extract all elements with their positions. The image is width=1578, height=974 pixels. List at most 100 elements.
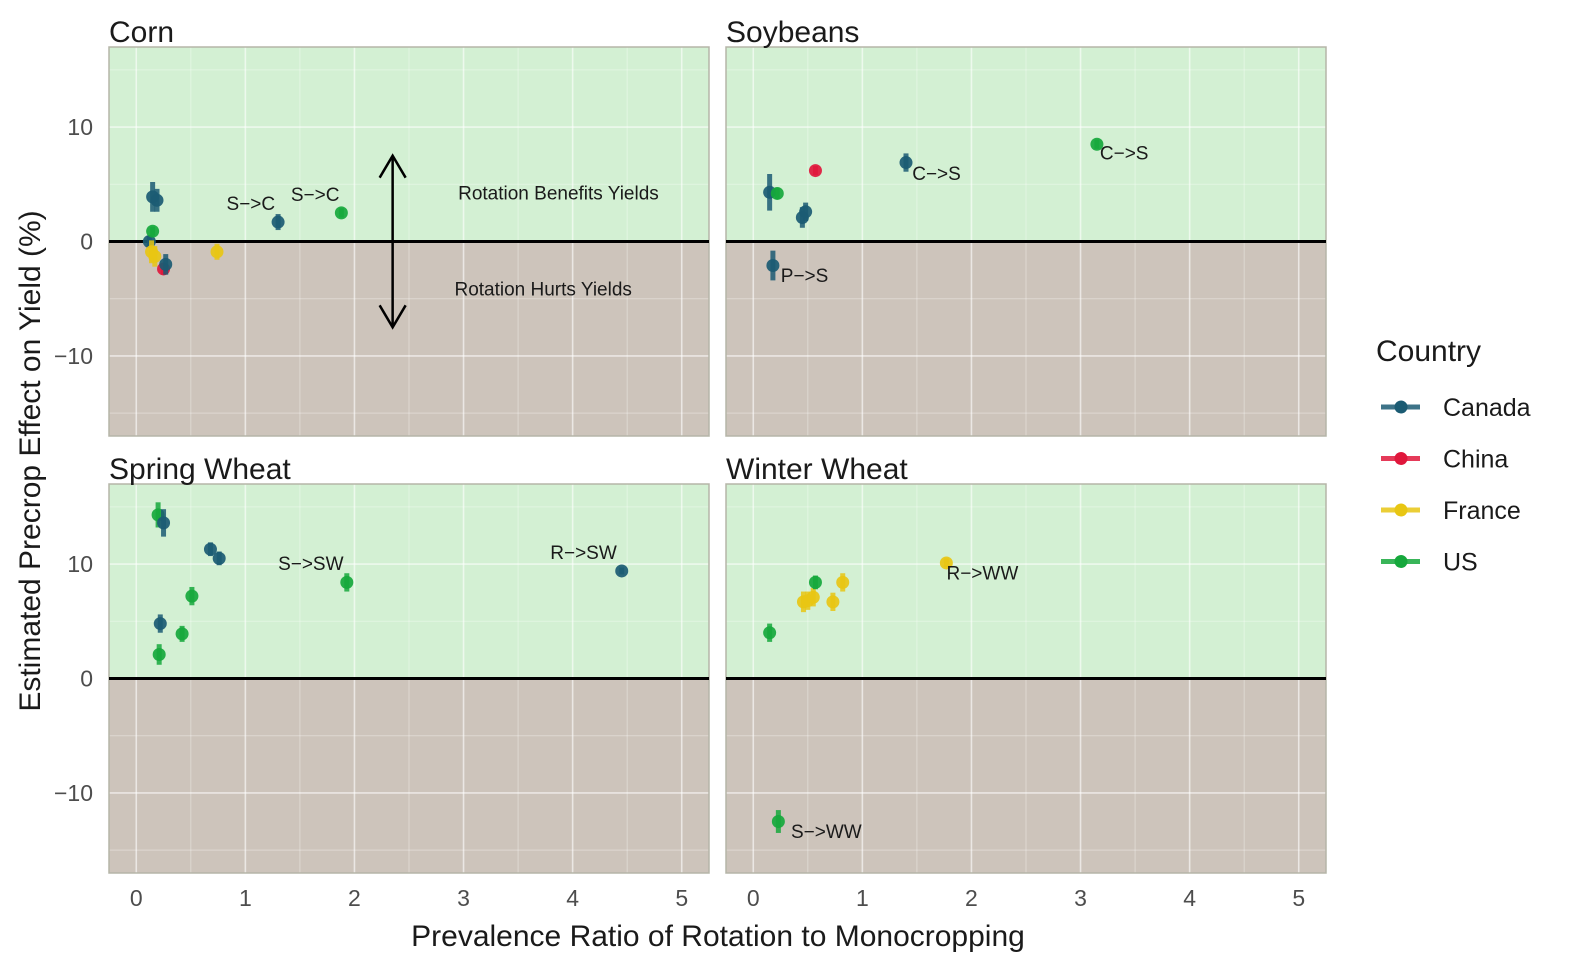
- points-spring-wheat: [151, 502, 629, 665]
- legend-label: Canada: [1443, 394, 1531, 422]
- data-point-canada: [615, 564, 629, 578]
- x-tick-label: 2: [965, 885, 978, 911]
- legend-title: Country: [1376, 335, 1481, 368]
- data-point-france: [836, 573, 850, 592]
- legend-key-dot: [1394, 400, 1408, 414]
- y-tick-label: 0: [80, 229, 93, 255]
- point-marker: [615, 564, 629, 578]
- data-point-us: [1090, 137, 1104, 151]
- x-tick-label: 4: [1183, 885, 1196, 911]
- data-point-us: [146, 224, 160, 238]
- data-point-us: [340, 573, 354, 592]
- point-marker: [175, 627, 189, 641]
- x-tick-label: 3: [1074, 885, 1087, 911]
- point-marker: [271, 215, 285, 229]
- data-point-canada: [766, 250, 780, 281]
- point-marker: [212, 551, 226, 565]
- y-tick-label: 10: [67, 551, 93, 577]
- data-point-france: [210, 243, 224, 260]
- data-point-canada: [150, 188, 164, 212]
- point-marker: [808, 575, 822, 589]
- point-label: S−>C: [227, 194, 276, 215]
- data-point-us: [763, 623, 777, 642]
- panel-soybeans: Soybeans P−>S C−>S C−>S: [725, 16, 1327, 437]
- point-marker: [150, 193, 164, 207]
- region-hurt-corn: [109, 241, 709, 436]
- point-marker: [153, 617, 167, 631]
- data-point-france: [806, 588, 820, 607]
- point-marker: [770, 186, 784, 200]
- panel-corn: Corn −10 0 10 S−>C S−>C Rotation Benefits Yiel…: [54, 16, 710, 437]
- legend-key-dot: [1394, 452, 1408, 465]
- points-soybeans: [763, 137, 1104, 281]
- region-hurt-spring-wheat: [109, 678, 709, 873]
- panel-title-corn: Corn: [109, 16, 174, 49]
- data-point-us: [152, 644, 166, 665]
- benefit-annotation: Rotation Benefits Yields: [458, 184, 659, 205]
- point-marker: [799, 205, 813, 219]
- data-point-canada: [159, 254, 173, 275]
- point-marker: [766, 259, 780, 273]
- point-label: R−>WW: [946, 563, 1018, 584]
- region-benefit-winter-wheat: [726, 484, 1326, 679]
- panel-title-spring-wheat: Spring Wheat: [109, 453, 291, 486]
- legend-entry-us: US: [1381, 549, 1478, 577]
- region-benefit-corn: [109, 47, 709, 242]
- point-marker: [826, 595, 840, 609]
- y-tick-label: 10: [67, 114, 93, 140]
- hurt-annotation: Rotation Hurts Yields: [454, 280, 631, 301]
- data-point-canada: [157, 509, 171, 537]
- point-marker: [806, 590, 820, 604]
- panel-spring-wheat: Spring Wheat 0 1 2 3 4 5 −10 0 10 S−>SW R−>SW: [54, 453, 710, 911]
- panel-title-winter-wheat: Winter Wheat: [726, 453, 908, 486]
- point-marker: [159, 257, 173, 271]
- point-label: P−>S: [781, 266, 829, 287]
- x-tick-label: 4: [566, 885, 579, 911]
- data-point-us: [808, 575, 822, 590]
- point-marker: [210, 245, 224, 259]
- x-tick-label: 1: [856, 885, 869, 911]
- x-tick-label: 1: [239, 885, 252, 911]
- legend-label: France: [1443, 497, 1521, 525]
- data-point-us: [770, 186, 784, 200]
- x-tick-label: 3: [457, 885, 470, 911]
- y-tick-label: 0: [80, 666, 93, 692]
- data-point-canada: [271, 214, 285, 231]
- y-axis-title: Estimated Precrop Effect on Yield (%): [14, 210, 47, 711]
- region-hurt-soybeans: [726, 241, 1326, 436]
- region-hurt-winter-wheat: [726, 678, 1326, 873]
- point-marker: [334, 206, 348, 220]
- data-point-china: [808, 164, 822, 178]
- data-point-canada: [799, 202, 813, 221]
- point-marker: [185, 589, 199, 603]
- points-corn: [142, 182, 348, 276]
- point-marker: [939, 556, 953, 570]
- data-point-france: [826, 592, 840, 611]
- point-marker: [836, 575, 850, 589]
- point-label: C−>S: [912, 164, 961, 185]
- legend-key-dot: [1394, 555, 1408, 568]
- legend-key-dot: [1394, 503, 1408, 517]
- point-marker: [763, 626, 777, 640]
- point-marker: [146, 224, 160, 238]
- point-marker: [1090, 137, 1104, 151]
- point-marker: [808, 164, 822, 178]
- x-tick-label: 5: [1292, 885, 1305, 911]
- data-point-us: [185, 586, 199, 606]
- data-point-us: [334, 206, 348, 220]
- data-point-us: [771, 810, 785, 833]
- point-label: R−>SW: [550, 543, 617, 564]
- point-label: S−>C: [291, 185, 340, 206]
- x-axis-title: Prevalence Ratio of Rotation to Monocrop…: [411, 920, 1025, 953]
- x-tick-label: 2: [348, 885, 361, 911]
- arrow-up-head-icon: [378, 153, 407, 179]
- legend: Country Canada China France US: [1376, 335, 1531, 577]
- x-tick-label: 0: [747, 885, 760, 911]
- point-marker: [899, 156, 913, 170]
- point-marker: [203, 542, 217, 556]
- point-marker: [340, 575, 354, 589]
- region-benefit-soybeans: [726, 47, 1326, 242]
- legend-entry-china: China: [1381, 446, 1508, 474]
- arrow-down-head-icon: [378, 304, 407, 330]
- legend-entry-france: France: [1381, 497, 1521, 525]
